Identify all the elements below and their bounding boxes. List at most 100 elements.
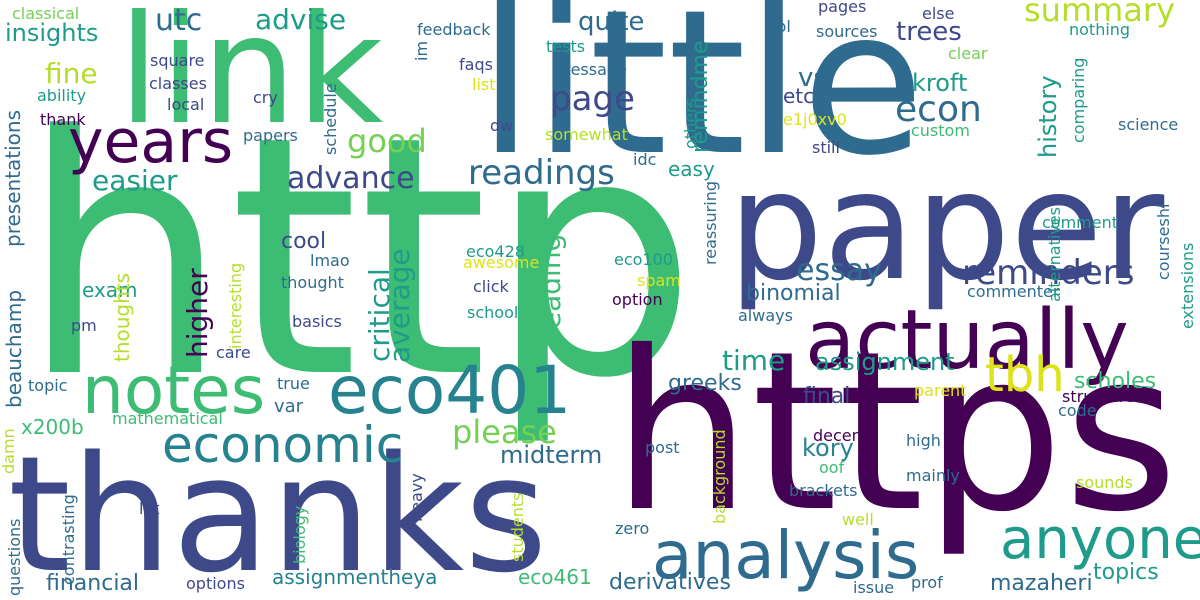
word-square: square <box>150 51 205 70</box>
word-assignment: assignment <box>815 348 955 376</box>
word-faqs: faqs <box>459 55 493 74</box>
word-critical: critical <box>363 268 396 362</box>
word-remindme: remindme <box>688 40 713 153</box>
word-mainly: mainly <box>906 466 960 485</box>
word-trees: trees <box>896 17 962 47</box>
word-click: click <box>473 277 509 296</box>
word-eco401: eco401 <box>328 352 571 429</box>
word-reminders: reminders <box>962 253 1134 293</box>
word-heavy: heavy <box>407 473 426 522</box>
word-link: link <box>118 0 383 158</box>
word-sounds: sounds <box>1076 473 1133 492</box>
word-thought: thought <box>281 273 344 292</box>
word-midterm: midterm <box>500 441 602 469</box>
word-beauchamp: beauchamp <box>2 290 26 408</box>
word-contrasting: contrasting <box>59 494 78 585</box>
word-tbh: tbh <box>985 347 1065 403</box>
word-courseshi: courseshi <box>1154 204 1173 280</box>
word-true: true <box>277 374 310 393</box>
word-ppl: ppl <box>766 17 791 36</box>
word-thank: thank <box>40 110 86 129</box>
word-parent: parent <box>914 381 966 400</box>
word-e1j0xv0: e1j0xv0 <box>783 110 847 129</box>
word-else: else <box>922 4 954 23</box>
word-analysis: analysis <box>652 517 919 594</box>
word-please: please <box>452 413 557 451</box>
word-advise: advise <box>255 3 346 36</box>
word-biology: biology <box>290 506 309 564</box>
word-schedule: schedule <box>321 83 340 155</box>
word-reading: reading <box>534 234 567 340</box>
word-care: care <box>216 343 251 362</box>
word-issue: issue <box>853 578 894 597</box>
word-pages: pages <box>818 0 866 16</box>
word-im: im <box>412 41 431 61</box>
word-high: high <box>906 431 941 450</box>
word-post: post <box>645 438 680 457</box>
word-good: good <box>347 122 427 160</box>
word-actually: actually <box>805 293 1129 388</box>
word-scholes: scholes <box>1074 369 1156 394</box>
word-message: message <box>555 60 627 79</box>
word-others: others <box>681 98 700 149</box>
word-brackets: brackets <box>789 481 857 500</box>
word-eco100: eco100 <box>614 250 673 269</box>
word-time: time <box>722 344 785 377</box>
word-extensions: extensions <box>1178 243 1197 329</box>
word-structure: structure <box>1062 387 1135 406</box>
word-eco428: eco428 <box>466 242 525 261</box>
word-spam: spam <box>637 271 681 290</box>
word-well: well <box>842 510 874 529</box>
word-mathematical: mathematical <box>112 409 223 428</box>
word-background: background <box>710 429 729 524</box>
word-thoughts: thoughts <box>110 273 134 362</box>
word-comparing: comparing <box>1069 58 1088 143</box>
word-reassuring: reassuring <box>701 181 720 265</box>
word-advance: advance <box>287 161 415 196</box>
word-eco461: eco461 <box>518 565 592 589</box>
word-basics: basics <box>292 312 342 331</box>
word-quite: quite <box>578 7 644 37</box>
word-notes: notes <box>82 352 265 429</box>
word-clear: clear <box>948 44 988 63</box>
word-easy: easy <box>668 157 715 181</box>
word-option: option <box>612 290 663 309</box>
word-essay: essay <box>796 253 882 288</box>
word-code: code <box>1058 401 1097 420</box>
word-prof: prof <box>911 573 943 592</box>
word-vs: vs <box>798 63 827 93</box>
word-list: list <box>472 75 496 94</box>
word-sources: sources <box>816 22 877 41</box>
word-average: average <box>383 248 416 363</box>
word-higher: higher <box>181 268 214 358</box>
word-still: still <box>812 138 840 157</box>
word-commenter: commenter <box>967 282 1060 301</box>
word-custom: custom <box>911 121 970 140</box>
word-thanks: thanks <box>8 421 548 600</box>
word-alternatives: alternatives <box>1045 207 1064 302</box>
word-readings: readings <box>468 153 615 193</box>
word-always: always <box>738 306 793 325</box>
word-cool: cool <box>281 229 326 254</box>
word-decent: decent <box>813 426 868 445</box>
word-feedback: feedback <box>417 20 491 39</box>
word-summary: summary <box>1024 0 1175 29</box>
word-fine: fine <box>45 57 98 90</box>
word-x200b: x200b <box>21 415 84 439</box>
word-utc: utc <box>155 3 202 38</box>
word-nothing: nothing <box>1069 20 1130 39</box>
word-ability: ability <box>37 86 86 105</box>
word-http: http <box>20 66 697 450</box>
word-pm: pm <box>71 316 97 335</box>
word-economic: economic <box>162 416 403 474</box>
word-insights: insights <box>5 19 98 47</box>
word-years: years <box>68 107 233 177</box>
word-tests: tests <box>546 37 585 56</box>
word-kroft: kroft <box>912 69 967 97</box>
word-classes: classes <box>149 74 207 93</box>
word-questions: questions <box>5 519 24 596</box>
word-econ: econ <box>895 89 982 130</box>
word-dw: dw <box>490 116 513 135</box>
